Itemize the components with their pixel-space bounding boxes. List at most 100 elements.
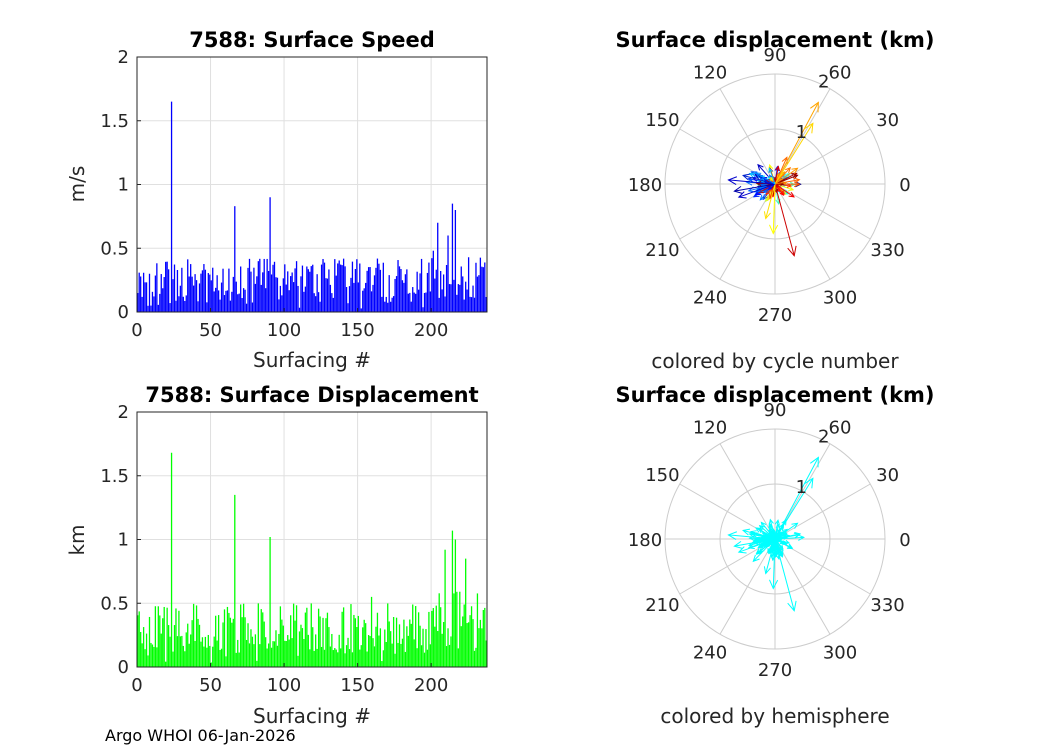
arrow-head [795,181,802,188]
polar-spoke [774,483,871,540]
x-tick-label: 200 [414,675,448,696]
arrow-head [773,176,777,181]
polar-cycle-title: Surface displacement (km) [615,28,934,52]
arrow-head [758,178,764,184]
displacement-chart-ylabel: km [65,524,89,555]
arrow-head [760,521,767,528]
y-tick-label: 2 [118,402,129,423]
arrow-head [754,527,762,533]
displacement-chart-title: 7588: Surface Displacement [145,383,478,407]
polar-angle-label: 30 [876,110,899,131]
polar-radius-label: 1 [796,122,807,143]
arrow-shaft [774,174,798,185]
x-tick-label: 100 [267,675,301,696]
arrow-head [810,101,819,113]
arrow-head [775,183,780,187]
polar-angle-label: 150 [645,465,679,486]
arrow-head [742,528,751,536]
arrow-head [752,554,760,563]
y-tick-label: 1 [118,175,129,196]
y-tick-label: 0.5 [100,593,129,614]
arrow-shaft [774,183,795,256]
arrow-shaft [774,167,798,185]
arrow-head [774,519,780,526]
arrow-head [754,172,762,178]
arrow-shaft [774,478,814,540]
arrow-shaft [774,534,800,540]
polar-hemisphere-title: Surface displacement (km) [615,383,934,407]
arrow-shaft [774,123,814,185]
arrow-head [755,181,762,187]
polar-angle-label: 270 [758,660,792,681]
arrow-head [785,166,792,174]
arrow-head [784,539,791,545]
arrow-shaft [742,174,776,185]
speed-chart-title: 7588: Surface Speed [189,28,435,52]
arrow-head [763,566,771,575]
polar-spoke [774,538,831,635]
arrow-shaft [768,523,776,540]
polar-angle-label: 90 [764,400,787,421]
arrow-head [786,183,793,188]
arrow-head [781,519,787,526]
x-tick-label: 50 [199,320,222,341]
arrow-shaft [772,183,776,234]
y-tick-label: 0 [118,302,129,323]
arrow-head [768,548,773,555]
polar-spoke [774,128,871,185]
polar-angle-label: 120 [693,417,727,438]
x-tick-label: 100 [267,320,301,341]
polar-spoke [719,538,776,635]
x-tick-label: 0 [131,320,142,341]
arrow-head [742,173,751,181]
arrow-shaft [734,183,776,192]
x-tick-label: 50 [199,675,222,696]
arrow-head [775,165,781,172]
polar-angle-label: 300 [823,288,857,309]
arrow-shaft [765,183,776,219]
polar-angle-label: 60 [829,62,852,83]
arrow-head [768,518,774,525]
arrow-shaft [774,522,798,540]
arrow-shaft [772,538,776,589]
polar-spoke [774,183,871,240]
arrow-shaft [728,534,776,540]
polar-spoke [679,538,776,595]
polar-angle-label: 330 [870,595,904,616]
arrow-head [737,546,747,554]
arrow-shaft [774,102,819,185]
polar-spoke [719,443,776,540]
arrow-head [755,548,763,555]
polar-angle-label: 150 [645,110,679,131]
arrow-head [767,186,772,191]
speed-chart-xlabel: Surfacing # [253,348,371,372]
arrow-head [793,532,801,539]
arrow-head [768,522,773,528]
polar-angle-label: 240 [693,643,727,664]
polar-angle-label: 120 [693,62,727,83]
polar-radius-label: 1 [796,477,807,498]
arrow-shaft [774,538,795,611]
arrow-head [727,531,738,540]
arrow-head [788,191,795,198]
arrow-head [748,172,756,179]
y-tick-label: 0 [118,657,129,678]
x-tick-label: 150 [340,675,374,696]
footer-credit: Argo WHOI 06-Jan-2026 [105,726,296,745]
arrow-head [791,167,799,174]
polar-angle-label: 0 [899,175,910,196]
polar-angle-label: 60 [829,417,852,438]
polar-hemisphere-caption: colored by hemisphere [660,704,889,728]
arrow-head [804,477,814,489]
polar-cycle-caption: colored by cycle number [651,349,899,373]
polar-spoke [774,183,831,280]
polar-angle-label: 210 [645,240,679,261]
arrow-head [768,167,773,173]
arrow-head [768,529,773,535]
polar-cycle-chart: Surface displacement (km) colored by cyc… [615,28,934,373]
arrow-head [733,185,743,194]
y-tick-label: 2 [118,47,129,68]
arrow-shaft [765,538,776,574]
arrow-shaft [728,179,776,185]
